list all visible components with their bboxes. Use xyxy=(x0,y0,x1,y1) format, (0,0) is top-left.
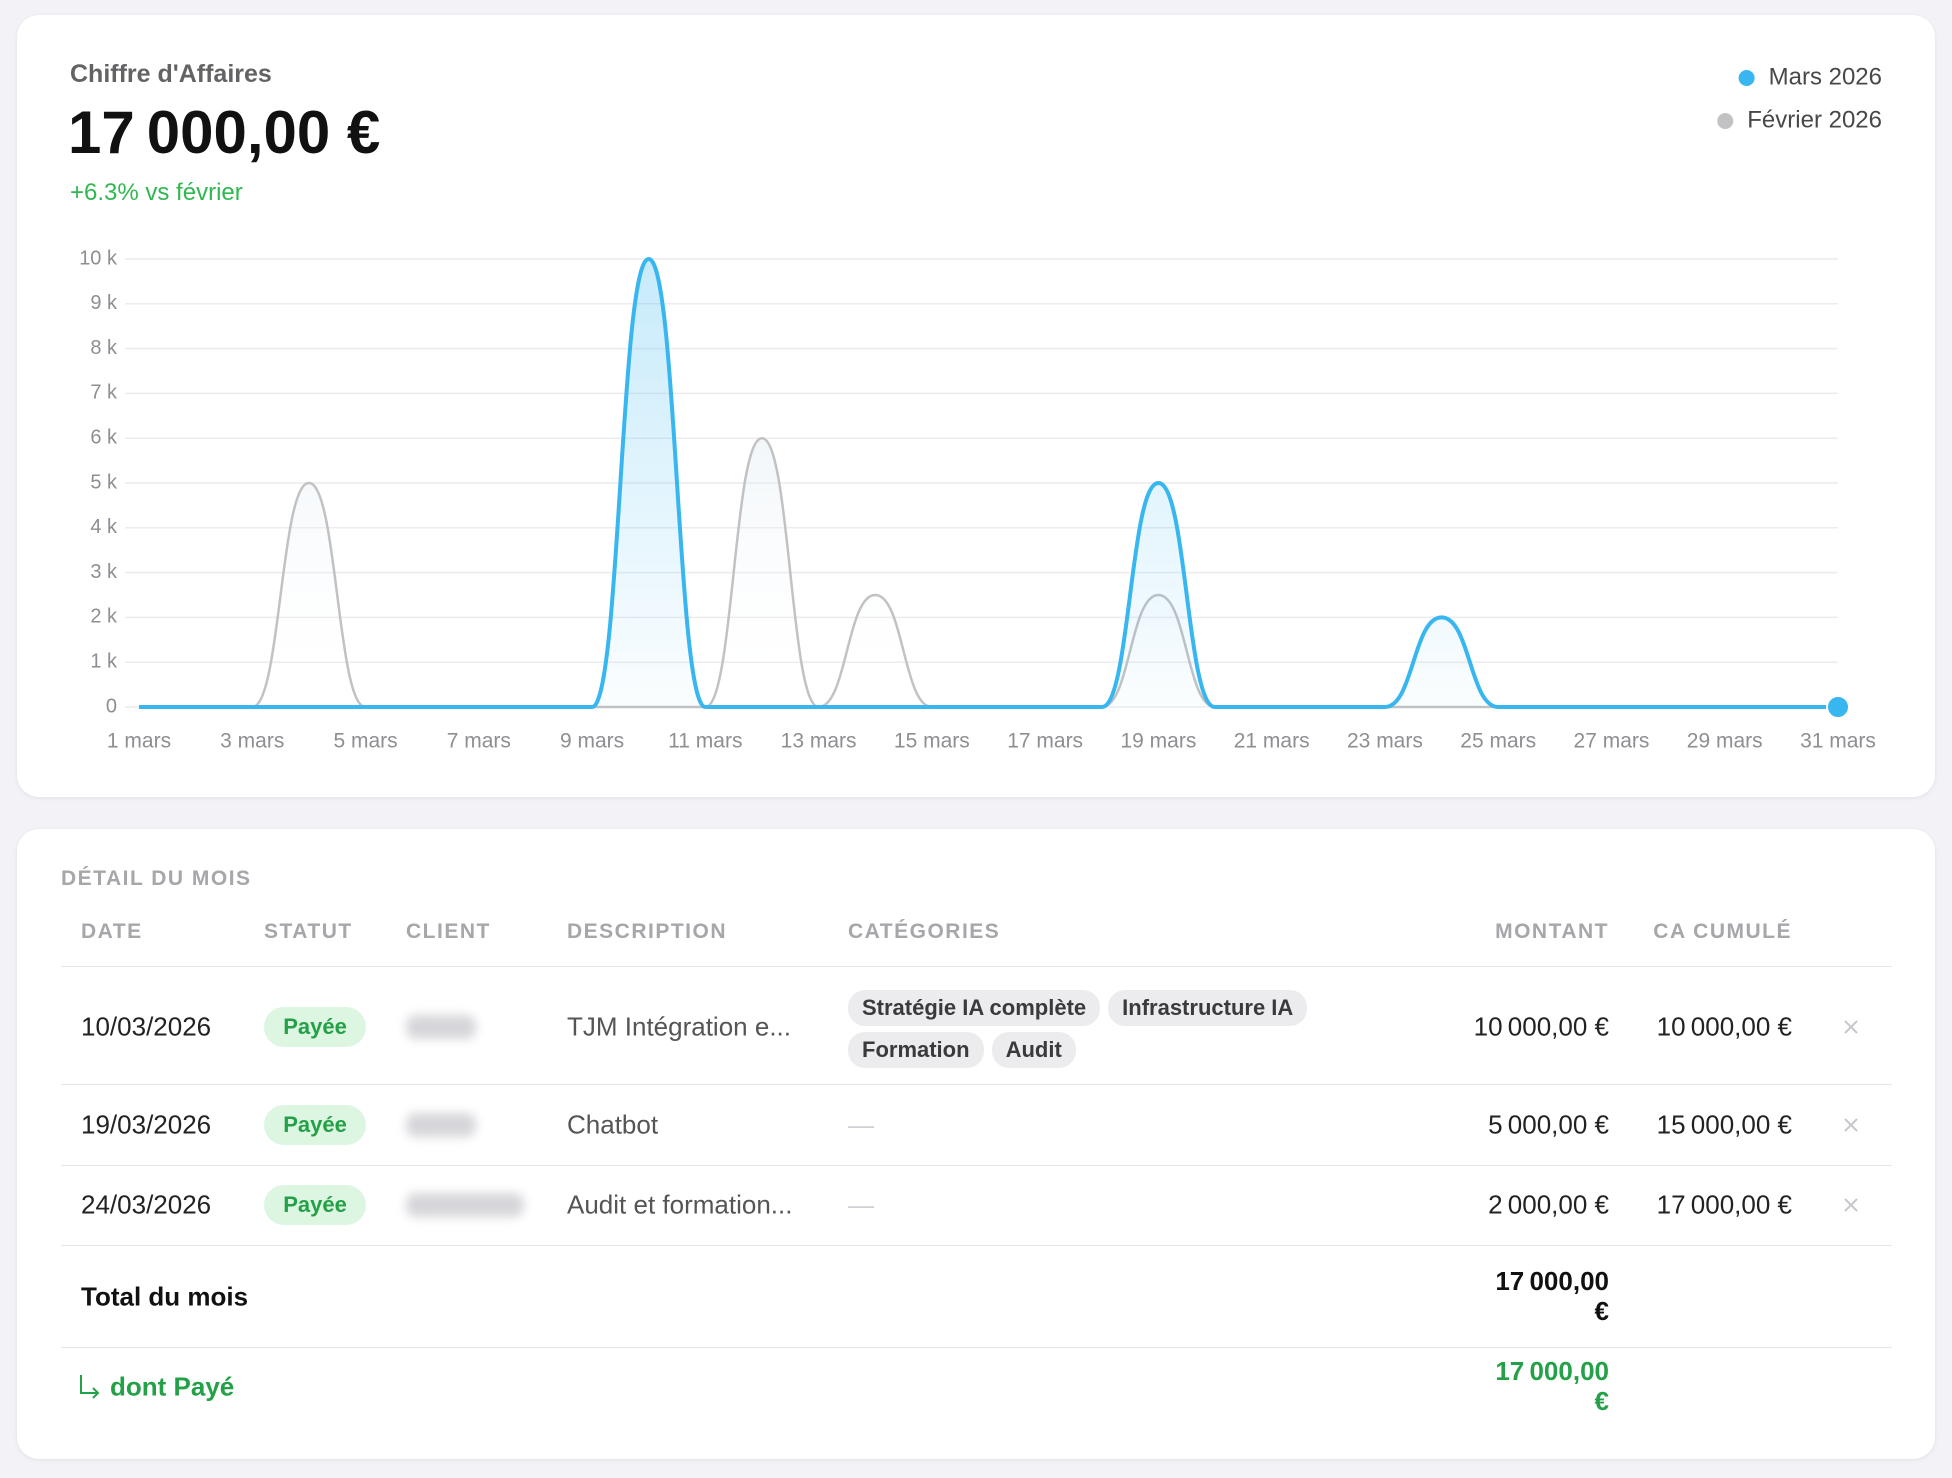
legend-dot xyxy=(1717,113,1733,129)
category-chip: Formation xyxy=(848,1032,984,1068)
category-empty: — xyxy=(848,1190,874,1221)
y-tick-label: 2 k xyxy=(90,606,118,628)
x-tick-label: 27 mars xyxy=(1574,730,1650,753)
x-tick-label: 17 mars xyxy=(1007,730,1083,753)
y-tick-label: 9 k xyxy=(90,292,118,314)
column-header: DATE xyxy=(81,920,143,944)
x-tick-label: 21 mars xyxy=(1234,730,1310,753)
x-tick-label: 3 mars xyxy=(220,730,284,753)
y-tick-label: 4 k xyxy=(90,516,118,538)
x-tick-label: 1 mars xyxy=(107,730,171,753)
total-label: Total du mois xyxy=(81,1282,248,1313)
row-rule xyxy=(61,1245,1892,1246)
table-title: DÉTAIL DU MOIS xyxy=(61,867,252,891)
cumulative-cell: 15 000,00 € xyxy=(1492,1110,1792,1141)
sub-arrow-icon xyxy=(78,1373,104,1401)
y-tick-label: 3 k xyxy=(90,561,118,583)
x-tick-label: 5 mars xyxy=(333,730,397,753)
header-rule xyxy=(61,966,1892,967)
x-tick-label: 13 mars xyxy=(781,730,857,753)
client-cell-redacted xyxy=(406,1015,476,1039)
column-header: CLIENT xyxy=(406,920,491,944)
x-tick-label: 9 mars xyxy=(560,730,624,753)
y-tick-label: 1 k xyxy=(90,650,118,672)
status-badge: Payée xyxy=(264,1007,366,1047)
date-cell: 19/03/2026 xyxy=(81,1110,211,1141)
y-tick-label: 0 xyxy=(106,695,117,717)
total-amount: 17 000,00 € xyxy=(1474,1266,1609,1326)
column-header: CATÉGORIES xyxy=(848,920,1000,944)
description-cell: Audit et formation... xyxy=(567,1190,792,1221)
delete-button[interactable] xyxy=(1842,1196,1860,1214)
x-tick-label: 29 mars xyxy=(1687,730,1763,753)
cumulative-cell: 10 000,00 € xyxy=(1492,1012,1792,1043)
category-chip: Stratégie IA complète xyxy=(848,990,1100,1026)
delete-button[interactable] xyxy=(1842,1116,1860,1134)
chart: 0 1 k 2 k 3 k 4 k 5 k 6 k 7 k 8 k 9 k 10 k 1 mars 3 … xyxy=(0,0,1952,800)
legend-label: Février 2026 xyxy=(1747,106,1882,133)
legend-label: Mars 2026 xyxy=(1769,63,1882,90)
client-cell-redacted xyxy=(406,1113,476,1137)
column-header: DESCRIPTION xyxy=(567,920,727,944)
y-tick-label: 7 k xyxy=(90,382,118,404)
client-cell-redacted xyxy=(406,1193,524,1217)
date-cell: 24/03/2026 xyxy=(81,1190,211,1221)
paid-label: dont Payé xyxy=(110,1372,234,1403)
y-tick-label: 8 k xyxy=(90,337,118,359)
x-tick-label: 25 mars xyxy=(1460,730,1536,753)
category-chip: Infrastructure IA xyxy=(1108,990,1307,1026)
end-point xyxy=(1827,696,1849,718)
legend-dot xyxy=(1739,70,1755,86)
description-cell: Chatbot xyxy=(567,1110,658,1141)
category-list: Stratégie IA complèteInfrastructure IA Fo… xyxy=(848,990,1328,1068)
row-rule xyxy=(61,1084,1892,1085)
x-tick-label: 31 mars xyxy=(1800,730,1876,753)
date-cell: 10/03/2026 xyxy=(81,1012,211,1043)
category-chip: Audit xyxy=(992,1032,1076,1068)
column-header: STATUT xyxy=(264,920,353,944)
y-tick-label: 5 k xyxy=(90,471,118,493)
cumulative-cell: 17 000,00 € xyxy=(1492,1190,1792,1221)
description-cell: TJM Intégration e... xyxy=(567,1012,791,1043)
x-tick-label: 23 mars xyxy=(1347,730,1423,753)
x-tick-label: 19 mars xyxy=(1120,730,1196,753)
row-rule xyxy=(61,1347,1892,1348)
row-rule xyxy=(61,1165,1892,1166)
category-empty: — xyxy=(848,1110,874,1141)
delete-button[interactable] xyxy=(1842,1018,1860,1036)
status-badge: Payée xyxy=(264,1185,366,1225)
x-tick-label: 15 mars xyxy=(894,730,970,753)
column-header: CA CUMULÉ xyxy=(1492,920,1792,944)
y-tick-label: 6 k xyxy=(90,426,118,448)
x-tick-label: 7 mars xyxy=(447,730,511,753)
paid-amount: 17 000,00 € xyxy=(1474,1356,1609,1416)
status-badge: Payée xyxy=(264,1105,366,1145)
y-tick-label: 10 k xyxy=(79,247,118,269)
x-tick-label: 11 mars xyxy=(668,730,742,753)
